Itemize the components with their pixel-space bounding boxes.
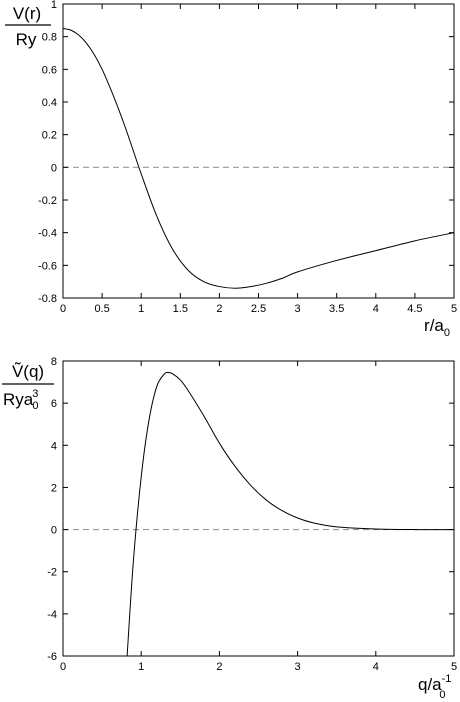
bottom-ylabel-denominator: Rya3 0 (3, 388, 38, 412)
bottom-xlabel: q/a-1 0 (418, 673, 451, 701)
bottom-plot-frame (62, 360, 455, 657)
top-xtick-label: 0.5 (94, 303, 109, 315)
bottom-xtick-label: 3 (295, 661, 301, 673)
top-ytick-label: -0.8 (38, 293, 57, 305)
top-xtick-label: 0 (60, 303, 66, 315)
bottom-ytick-label: 6 (51, 398, 57, 410)
top-potential-curve (62, 28, 455, 289)
top-xtick-label: 5 (451, 303, 457, 315)
bottom-xtick-label: 4 (373, 661, 379, 673)
bottom-ylabel-numerator: Ṽ(q) (12, 362, 44, 381)
bottom-ytick-label: 2 (51, 482, 57, 494)
bottom-xtick-label: 5 (451, 661, 457, 673)
bottom-ytick-label: 8 (51, 356, 57, 368)
bottom-ytick-label: -6 (47, 651, 57, 663)
top-xtick-label: 2.5 (251, 303, 266, 315)
top-xtick-label: 4 (373, 303, 379, 315)
top-ylabel-numerator: V(r) (13, 4, 41, 23)
bottom-xtick-label: 2 (216, 661, 222, 673)
top-ytick-label: -0.6 (38, 260, 57, 272)
top-ytick-label: 0.2 (42, 130, 57, 142)
bottom-xtick-label: 0 (60, 661, 66, 673)
top-xtick-label: 1 (138, 303, 144, 315)
top-panel: 0 0.5 1 1.5 2 2.5 3 3.5 4 4.5 5 1 0.8 0.6 0.4 0.2 0 -0.2 -… (5, 0, 457, 339)
top-ytick-label: 0.8 (42, 32, 57, 44)
bottom-panel: 0 1 2 3 4 5 8 6 4 2 0 -2 -4 -6 Ṽ(q) Rya3 0 q/a-1 0 (2, 356, 457, 701)
bottom-xtick-label: 1 (138, 661, 144, 673)
top-xtick-label: 4.5 (407, 303, 422, 315)
top-ytick-label: 0.6 (42, 64, 57, 76)
top-ticks: 0 0.5 1 1.5 2 2.5 3 3.5 4 4.5 5 1 0.8 0.6 0.4 0.2 0 -0.2 -… (38, 0, 457, 315)
bottom-ytick-label: -4 (47, 609, 57, 621)
top-plot-frame (62, 3, 455, 299)
top-ytick-label: 0.4 (42, 97, 57, 109)
top-xtick-label: 3.5 (329, 303, 344, 315)
bottom-ytick-label: 4 (51, 440, 57, 452)
top-ytick-label: 1 (51, 0, 57, 11)
bottom-ytick-label: -2 (47, 567, 57, 579)
top-ytick-label: 0 (51, 162, 57, 174)
top-ylabel-denominator: Ry (16, 30, 37, 49)
bottom-fourier-curve (126, 371, 455, 657)
top-xlabel: r/a0 (424, 316, 450, 339)
bottom-ytick-label: 0 (51, 525, 57, 537)
top-xtick-label: 1.5 (173, 303, 188, 315)
top-xtick-label: 2 (216, 303, 222, 315)
top-xtick-label: 3 (295, 303, 301, 315)
bottom-ticks: 0 1 2 3 4 5 8 6 4 2 0 -2 -4 -6 (47, 356, 457, 673)
top-ytick-label: -0.2 (38, 195, 57, 207)
top-ytick-label: -0.4 (38, 228, 57, 240)
